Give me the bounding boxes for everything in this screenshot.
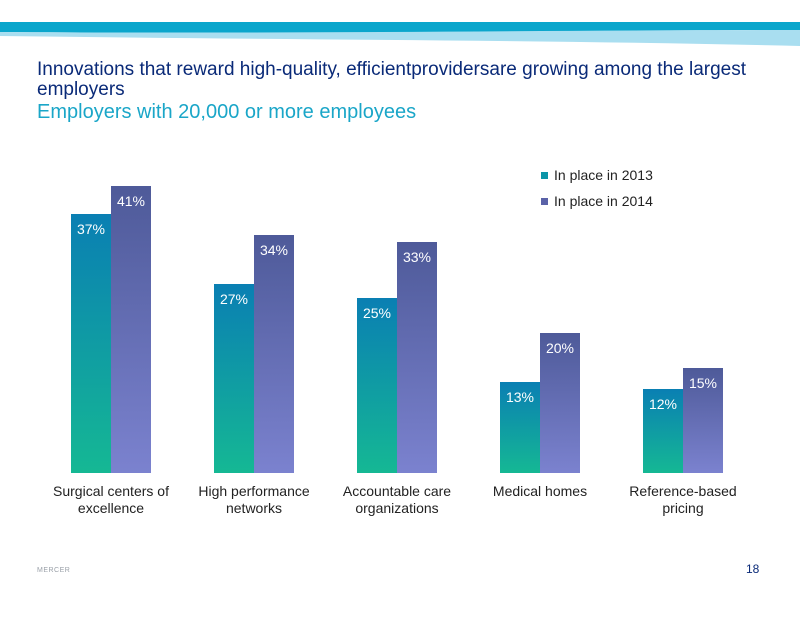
category-label-4-line-1: pricing: [662, 500, 703, 516]
footer-brand: MERCER: [37, 567, 71, 574]
data-label-2014-4: 15%: [689, 375, 717, 391]
data-label-2014-1: 34%: [260, 242, 288, 258]
bar-2014-1: [254, 235, 294, 473]
bar-2014-0: [111, 186, 151, 473]
slide-title: Innovations that reward high-quality, ef…: [37, 59, 747, 100]
data-label-2013-4: 12%: [649, 396, 677, 412]
data-label-2014-0: 41%: [117, 193, 145, 209]
data-label-2013-0: 37%: [77, 221, 105, 237]
category-label-0-line-1: excellence: [78, 500, 144, 516]
page-number: 18: [746, 562, 760, 576]
bar-2014-2: [397, 242, 437, 473]
bar-2013-0: [71, 214, 111, 473]
category-label-3-line-0: Medical homes: [493, 483, 587, 499]
category-label-1-line-1: networks: [226, 500, 282, 516]
bar-2013-1: [214, 284, 254, 473]
legend-item-2013: In place in 2013: [541, 167, 653, 183]
data-label-2013-1: 27%: [220, 291, 248, 307]
bar-2014-4: [683, 368, 723, 473]
category-label-1-line-0: High performance: [198, 483, 309, 499]
category-label-2-line-1: organizations: [355, 500, 438, 516]
legend-swatch-2014: [541, 197, 548, 205]
category-label-0-line-0: Surgical centers of: [53, 483, 169, 499]
category-label-4-line-0: Reference-based: [629, 483, 736, 499]
data-label-2014-2: 33%: [403, 249, 431, 265]
bar-2014-3: [540, 333, 580, 473]
legend-label-2013: In place in 2013: [554, 167, 653, 183]
bar-2013-3: [500, 382, 540, 473]
data-label-2013-3: 13%: [506, 389, 534, 405]
legend-item-2014: In place in 2014: [541, 193, 653, 209]
legend-label-2014: In place in 2014: [554, 193, 653, 209]
data-label-2014-3: 20%: [546, 340, 574, 356]
bar-2013-2: [357, 298, 397, 473]
legend-swatch-2013: [541, 171, 548, 179]
slide-subtitle: Employers with 20,000 or more employees: [37, 101, 417, 123]
bar-2013-4: [643, 389, 683, 473]
data-label-2013-2: 25%: [363, 305, 391, 321]
category-label-2-line-0: Accountable care: [343, 483, 451, 499]
header-band: [0, 22, 800, 46]
